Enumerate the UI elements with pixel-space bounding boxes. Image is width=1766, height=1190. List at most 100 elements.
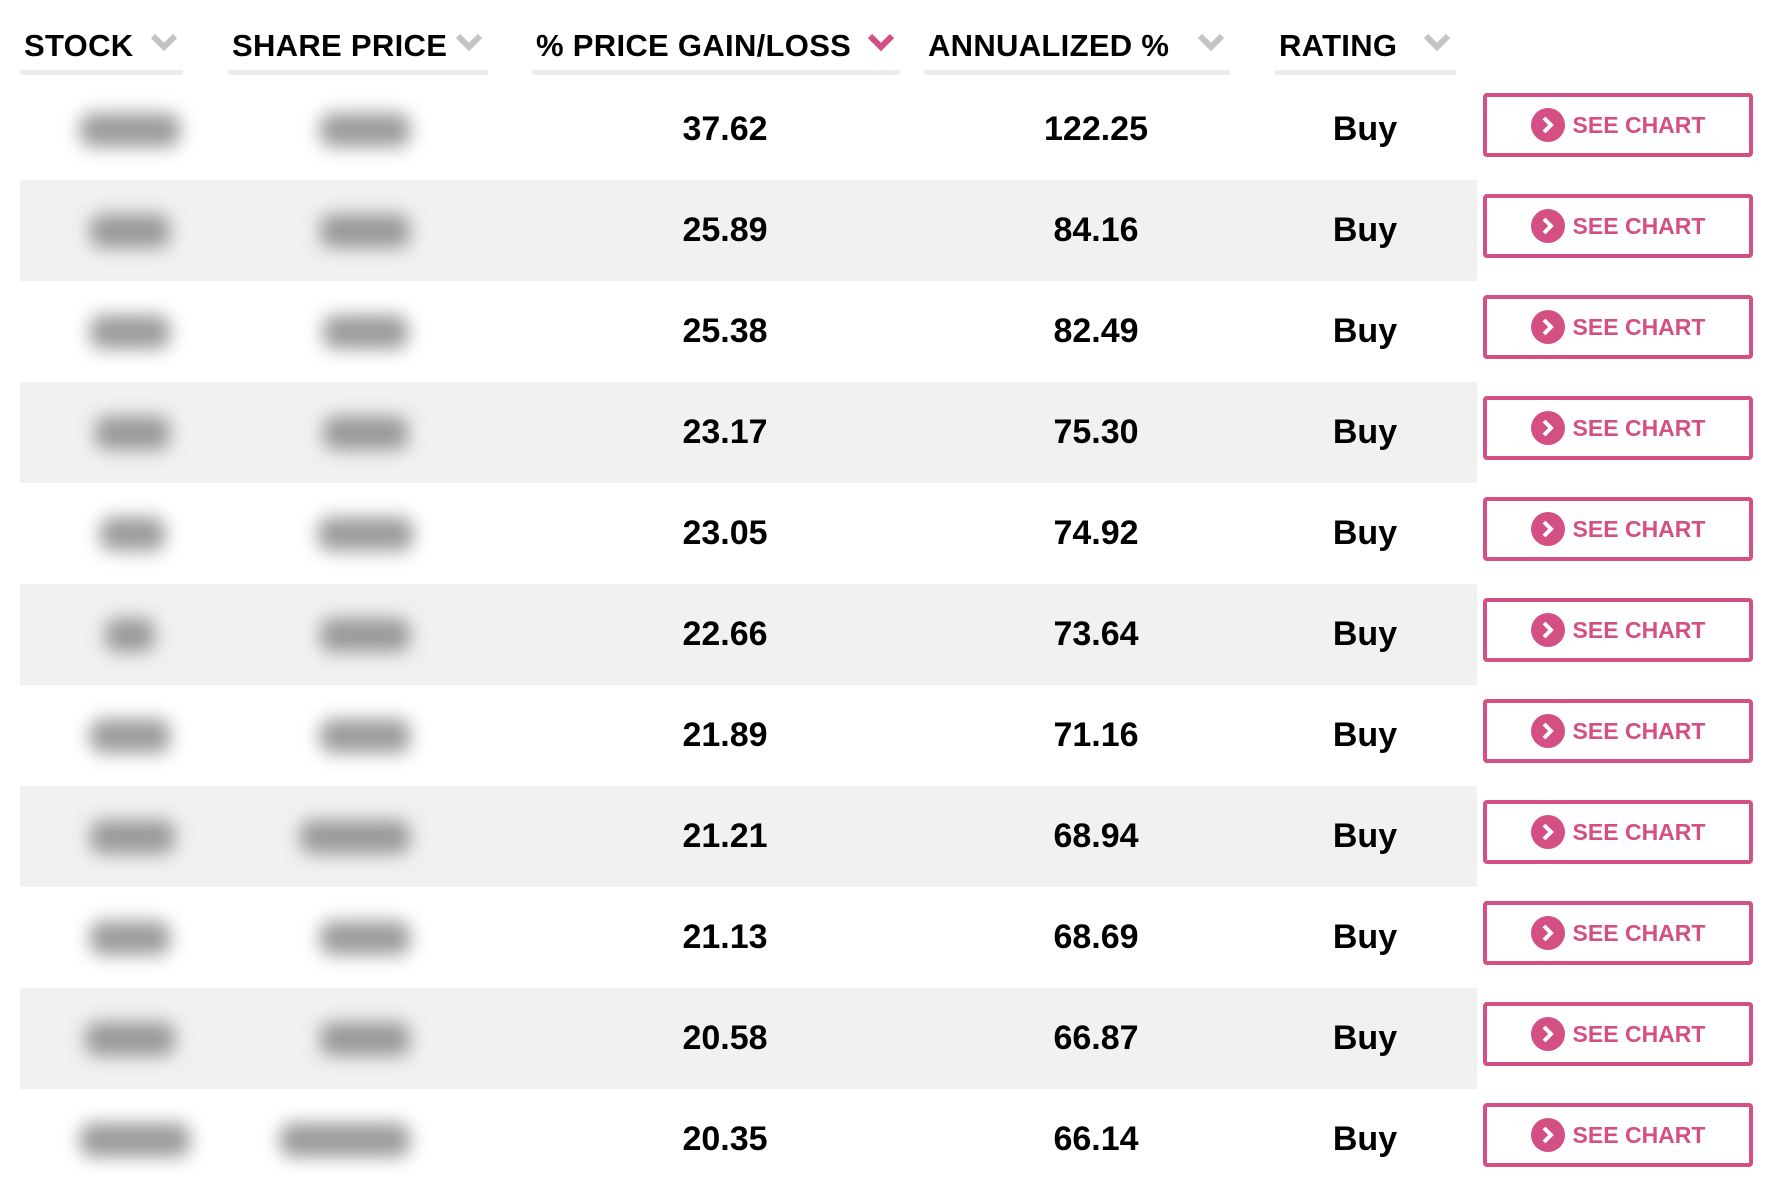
column-header-annualized[interactable]: ANNUALIZED % <box>924 22 1230 75</box>
stock-symbol-redacted <box>80 113 180 147</box>
share-price-redacted <box>320 921 410 955</box>
chevron-down-icon[interactable] <box>868 32 894 52</box>
see-chart-button[interactable]: SEE CHART <box>1483 497 1753 561</box>
see-chart-button[interactable]: SEE CHART <box>1483 1002 1753 1066</box>
see-chart-button[interactable]: SEE CHART <box>1483 194 1753 258</box>
see-chart-label: SEE CHART <box>1572 818 1706 845</box>
see-chart-button[interactable]: SEE CHART <box>1483 396 1753 460</box>
see-chart-label: SEE CHART <box>1572 1121 1706 1148</box>
table-row: 22.66 73.64 Buy <box>20 584 1477 685</box>
share-price-redacted <box>317 517 413 551</box>
chevron-down-icon[interactable] <box>151 32 177 52</box>
annualized-cell: 84.16 <box>1053 211 1139 249</box>
chevron-down-icon[interactable] <box>456 32 482 52</box>
table-row: 20.35 66.14 Buy <box>20 1089 1477 1190</box>
stock-symbol-redacted <box>90 820 175 854</box>
annualized-cell: 66.14 <box>1053 1120 1139 1158</box>
share-price-redacted <box>322 416 408 450</box>
rating-cell: Buy <box>1332 413 1398 451</box>
share-price-redacted <box>320 1022 410 1056</box>
chevron-right-circle-icon <box>1530 714 1565 748</box>
price-gain-loss-cell: 20.35 <box>682 1120 768 1158</box>
see-chart-label: SEE CHART <box>1572 313 1706 340</box>
annualized-cell: 71.16 <box>1053 716 1139 754</box>
chevron-down-icon[interactable] <box>1424 32 1450 52</box>
see-chart-label: SEE CHART <box>1572 616 1706 643</box>
column-header-price-gain-loss[interactable]: % PRICE GAIN/LOSS <box>532 22 900 75</box>
share-price-redacted <box>322 315 408 349</box>
header-label: ANNUALIZED % <box>928 28 1170 63</box>
annualized-cell: 73.64 <box>1053 615 1139 653</box>
stock-symbol-redacted <box>80 1123 190 1157</box>
header-label: % PRICE GAIN/LOSS <box>536 28 852 63</box>
rating-cell: Buy <box>1332 1019 1398 1057</box>
table-row: 25.38 82.49 Buy <box>20 281 1477 382</box>
column-header-stock[interactable]: STOCK <box>20 22 183 75</box>
chevron-right-circle-icon <box>1530 209 1565 243</box>
price-gain-loss-cell: 23.17 <box>682 413 768 451</box>
rating-cell: Buy <box>1332 211 1398 249</box>
see-chart-label: SEE CHART <box>1572 414 1706 441</box>
stock-symbol-redacted <box>90 214 170 248</box>
price-gain-loss-cell: 25.38 <box>682 312 768 350</box>
stock-symbol-redacted <box>95 416 170 450</box>
stock-symbol-redacted <box>105 618 155 652</box>
price-gain-loss-cell: 23.05 <box>682 514 768 552</box>
see-chart-label: SEE CHART <box>1572 212 1706 239</box>
column-header-rating[interactable]: RATING <box>1275 22 1456 75</box>
share-price-redacted <box>280 1123 410 1157</box>
chevron-right-circle-icon <box>1530 411 1565 445</box>
stock-symbol-redacted <box>85 1022 175 1056</box>
share-price-redacted <box>320 618 410 652</box>
price-gain-loss-cell: 22.66 <box>682 615 768 653</box>
table-row: 21.13 68.69 Buy <box>20 887 1477 988</box>
table-row: 20.58 66.87 Buy <box>20 988 1477 1089</box>
chevron-right-circle-icon <box>1530 108 1565 142</box>
annualized-cell: 68.94 <box>1053 817 1139 855</box>
see-chart-button[interactable]: SEE CHART <box>1483 1103 1753 1167</box>
table-row: 23.05 74.92 Buy <box>20 483 1477 584</box>
share-price-redacted <box>300 820 410 854</box>
share-price-redacted <box>320 214 410 248</box>
see-chart-button[interactable]: SEE CHART <box>1483 901 1753 965</box>
chevron-right-circle-icon <box>1530 1017 1565 1051</box>
stock-symbol-redacted <box>90 719 170 753</box>
rating-cell: Buy <box>1332 918 1398 956</box>
see-chart-button[interactable]: SEE CHART <box>1483 295 1753 359</box>
chevron-right-circle-icon <box>1530 1118 1565 1152</box>
see-chart-label: SEE CHART <box>1572 111 1706 138</box>
price-gain-loss-cell: 21.21 <box>682 817 768 855</box>
chevron-right-circle-icon <box>1530 916 1565 950</box>
rating-cell: Buy <box>1332 110 1398 148</box>
chevron-right-circle-icon <box>1530 815 1565 849</box>
header-label: SHARE PRICE <box>232 28 448 63</box>
see-chart-button[interactable]: SEE CHART <box>1483 93 1753 157</box>
rating-cell: Buy <box>1332 514 1398 552</box>
see-chart-label: SEE CHART <box>1572 1020 1706 1047</box>
column-header-share-price[interactable]: SHARE PRICE <box>228 22 488 75</box>
share-price-redacted <box>320 113 410 147</box>
annualized-cell: 66.87 <box>1053 1019 1139 1057</box>
see-chart-label: SEE CHART <box>1572 717 1706 744</box>
price-gain-loss-cell: 37.62 <box>682 110 768 148</box>
share-price-redacted <box>320 719 410 753</box>
annualized-cell: 122.25 <box>1044 110 1148 148</box>
annualized-cell: 82.49 <box>1053 312 1139 350</box>
chevron-right-circle-icon <box>1530 512 1565 546</box>
see-chart-button[interactable]: SEE CHART <box>1483 699 1753 763</box>
see-chart-label: SEE CHART <box>1572 515 1706 542</box>
chevron-right-circle-icon <box>1530 310 1565 344</box>
table-row: 23.17 75.30 Buy <box>20 382 1477 483</box>
price-gain-loss-cell: 20.58 <box>682 1019 768 1057</box>
see-chart-label: SEE CHART <box>1572 919 1706 946</box>
table-row: 21.21 68.94 Buy <box>20 786 1477 887</box>
stock-symbol-redacted <box>90 921 170 955</box>
see-chart-button[interactable]: SEE CHART <box>1483 598 1753 662</box>
stock-symbol-redacted <box>90 315 170 349</box>
see-chart-button[interactable]: SEE CHART <box>1483 800 1753 864</box>
chevron-down-icon[interactable] <box>1198 32 1224 52</box>
price-gain-loss-cell: 25.89 <box>682 211 768 249</box>
header-label: STOCK <box>24 28 134 63</box>
table-row: 21.89 71.16 Buy <box>20 685 1477 786</box>
rating-cell: Buy <box>1332 312 1398 350</box>
